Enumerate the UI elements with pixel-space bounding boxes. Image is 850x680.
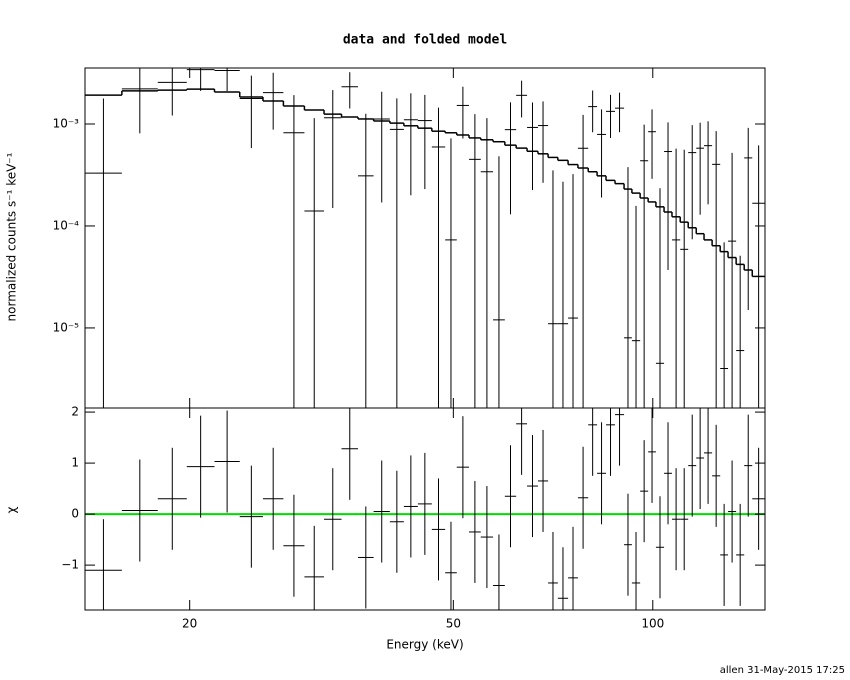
x-tick-label: 50 — [446, 617, 461, 631]
residual-panel — [85, 408, 765, 610]
y-tick-label: 2 — [71, 405, 79, 419]
y-tick-label: 1 — [71, 456, 79, 470]
y-tick-label: 0 — [71, 507, 79, 521]
x-axis-label: Energy (keV) — [386, 638, 463, 652]
y-tick-label: 10⁻⁴ — [53, 218, 80, 232]
y-tick-label: 10⁻⁵ — [53, 320, 80, 334]
x-tick-label: 20 — [182, 617, 197, 631]
footer: allen 31-May-2015 17:25 — [720, 665, 845, 676]
y-tick-label: −1 — [61, 558, 79, 572]
spectrum-panel — [85, 68, 765, 408]
frame — [84, 407, 766, 611]
x-tick-label: 100 — [641, 617, 664, 631]
y-axis-label: normalized counts s⁻¹ keV⁻¹ — [5, 152, 19, 321]
chart-title: data and folded model — [343, 33, 507, 48]
y-tick-label: 10⁻³ — [53, 116, 80, 130]
residual-axis-label: χ — [5, 506, 19, 513]
